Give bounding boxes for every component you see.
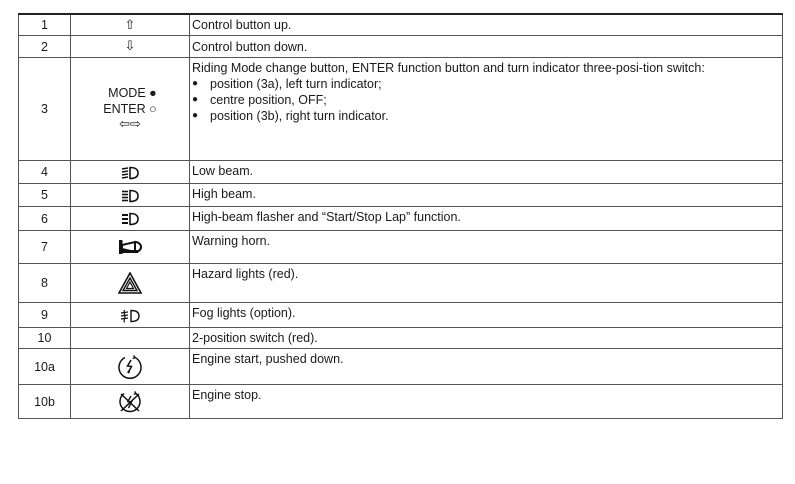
table-row: 2 ⇩ Control button down. bbox=[18, 35, 783, 58]
symbol-cell bbox=[70, 183, 190, 207]
hazard-icon bbox=[118, 272, 142, 294]
bullet-list: position (3a), left turn indicator; cent… bbox=[192, 76, 782, 124]
low-beam-icon bbox=[121, 166, 139, 180]
symbol-cell: MODE ● ENTER ○ ⇦⇨ bbox=[70, 57, 190, 161]
row-description: Engine stop. bbox=[189, 384, 783, 419]
list-item: position (3a), left turn indicator; bbox=[192, 76, 782, 92]
symbol-cell bbox=[70, 206, 190, 231]
list-item: centre position, OFF; bbox=[192, 92, 782, 108]
row-number: 7 bbox=[18, 230, 71, 264]
row-number: 3 bbox=[18, 57, 71, 161]
table-row: 5 High beam. bbox=[18, 183, 783, 207]
high-beam-flasher-icon bbox=[122, 212, 139, 226]
fog-light-icon bbox=[120, 309, 140, 323]
row-number: 2 bbox=[18, 35, 71, 58]
row-number: 9 bbox=[18, 302, 71, 328]
row-description: Engine start, pushed down. bbox=[189, 348, 783, 385]
symbol-cell bbox=[70, 263, 190, 303]
row-description: Warning horn. bbox=[189, 230, 783, 264]
row-description: Fog lights (option). bbox=[189, 302, 783, 328]
mode-enter-switch-symbol: MODE ● ENTER ○ ⇦⇨ bbox=[103, 85, 156, 133]
row-description: Hazard lights (red). bbox=[189, 263, 783, 303]
table-row: 3 MODE ● ENTER ○ ⇦⇨ Riding Mode change b… bbox=[18, 57, 783, 161]
table-row: 4 Low beam. bbox=[18, 160, 783, 184]
high-beam-icon bbox=[122, 189, 139, 203]
row-description: Low beam. bbox=[189, 160, 783, 184]
mode-label: MODE ● bbox=[108, 86, 157, 100]
symbol-cell: ⇩ bbox=[70, 35, 190, 58]
table-row: 7 Warning horn. bbox=[18, 230, 783, 264]
symbol-cell bbox=[70, 160, 190, 184]
arrow-up-icon: ⇧ bbox=[124, 17, 136, 33]
row-number: 1 bbox=[18, 13, 71, 36]
symbol-cell bbox=[70, 327, 190, 349]
row-description: High-beam flasher and “Start/Stop Lap” f… bbox=[189, 206, 783, 231]
symbol-cell bbox=[70, 384, 190, 419]
row-number: 10 bbox=[18, 327, 71, 349]
table-row: 1 ⇧ Control button up. bbox=[18, 13, 783, 36]
engine-stop-icon bbox=[119, 390, 141, 412]
table-row: 10 2-position switch (red). bbox=[18, 327, 783, 349]
table-row: 6 High-beam flasher and “Start/Stop Lap”… bbox=[18, 206, 783, 231]
symbol-cell bbox=[70, 302, 190, 328]
row-description: High beam. bbox=[189, 183, 783, 207]
controls-legend-table: 1 ⇧ Control button up. 2 ⇩ Control butto… bbox=[18, 13, 783, 419]
list-item: position (3b), right turn indicator. bbox=[192, 108, 782, 124]
symbol-cell bbox=[70, 230, 190, 264]
table-row: 8 Hazard lights (red). bbox=[18, 263, 783, 303]
row-number: 4 bbox=[18, 160, 71, 184]
enter-label: ENTER ○ bbox=[103, 102, 157, 116]
table-row: 9 Fog lights (option). bbox=[18, 302, 783, 328]
row-number: 5 bbox=[18, 183, 71, 207]
engine-start-icon bbox=[118, 354, 142, 379]
row-number: 6 bbox=[18, 206, 71, 231]
symbol-cell bbox=[70, 348, 190, 385]
row-description: 2-position switch (red). bbox=[189, 327, 783, 349]
horn-icon bbox=[119, 240, 143, 254]
symbol-cell: ⇧ bbox=[70, 13, 190, 36]
row-number: 10a bbox=[18, 348, 71, 385]
row-description-text: Riding Mode change button, ENTER functio… bbox=[192, 61, 705, 75]
row-number: 8 bbox=[18, 263, 71, 303]
row-description: Control button up. bbox=[189, 13, 783, 36]
row-number: 10b bbox=[18, 384, 71, 419]
row-description: Riding Mode change button, ENTER functio… bbox=[189, 57, 783, 161]
row-description: Control button down. bbox=[189, 35, 783, 58]
left-right-arrows-icon: ⇦⇨ bbox=[119, 117, 141, 132]
arrow-down-icon: ⇩ bbox=[124, 39, 136, 54]
table-row: 10b Engine stop. bbox=[18, 384, 783, 419]
table-row: 10a Engine start, pushed down. bbox=[18, 348, 783, 385]
